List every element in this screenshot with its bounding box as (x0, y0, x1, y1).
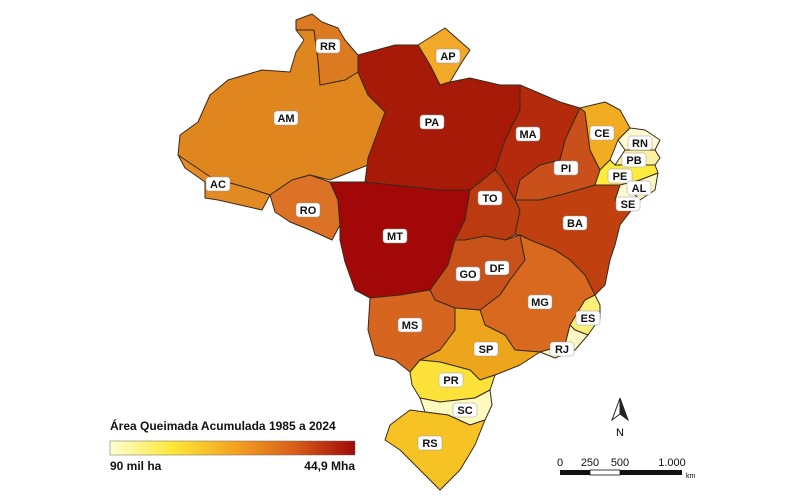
label-box (295, 202, 321, 218)
state-label: MA (519, 129, 536, 141)
state-label: PR (443, 375, 458, 387)
state-label: PI (561, 163, 571, 175)
state-label: CE (594, 128, 609, 140)
state-label: PE (613, 171, 628, 183)
scale-bar: 0 250 500 1.000 km (557, 457, 696, 480)
state-label: RO (300, 205, 317, 217)
state-label: SE (621, 199, 636, 211)
label-box (455, 266, 481, 282)
label-box (473, 341, 499, 357)
label-box (615, 196, 641, 212)
legend-max: 44,9 Mha (304, 459, 355, 473)
label-box (621, 152, 647, 168)
state-label: RN (632, 138, 648, 150)
label-box (397, 317, 423, 333)
state-label: ES (581, 313, 596, 325)
label-box (435, 48, 461, 64)
label-box (589, 125, 615, 141)
legend-title: Área Queimada Acumulada 1985 a 2024 (110, 418, 336, 433)
scale-unit: km (686, 473, 696, 480)
scale-tick: 250 (581, 457, 599, 469)
north-arrow: N (610, 397, 630, 439)
label-box (205, 176, 231, 192)
state-label: BA (567, 218, 583, 230)
label-box (315, 38, 341, 54)
label-box (477, 190, 503, 206)
state-label: PA (425, 117, 440, 129)
label-box (419, 114, 445, 130)
label-box (515, 126, 541, 142)
label-box (527, 294, 553, 310)
label-box (553, 160, 579, 176)
scale-tick: 1.000 (658, 457, 686, 469)
state-label: TO (482, 193, 498, 205)
state-label: MS (402, 320, 419, 332)
label-box (484, 260, 510, 276)
state-label: SP (479, 344, 494, 356)
state-label: MG (531, 297, 549, 309)
north-label: N (616, 427, 624, 439)
label-box (438, 372, 464, 388)
state-label: AC (210, 179, 226, 191)
state-label: MT (387, 231, 403, 243)
state-label: RJ (555, 344, 569, 356)
label-box (417, 435, 443, 451)
label-box (562, 215, 588, 231)
state-label: RS (422, 438, 437, 450)
label-box (626, 180, 652, 196)
scale-tick: 0 (557, 457, 563, 469)
state-label: RR (320, 41, 336, 53)
label-box (607, 168, 633, 184)
states (177, 13, 661, 491)
label-box (273, 110, 299, 126)
state-label: AP (440, 51, 455, 63)
state-label: AL (632, 183, 647, 195)
state-label: DF (490, 263, 505, 275)
state-label: PB (626, 155, 641, 167)
legend-min: 90 mil ha (110, 459, 162, 473)
state-label: SC (457, 405, 472, 417)
legend-gradient (109, 440, 356, 456)
label-box (627, 135, 653, 151)
label-box (452, 402, 478, 418)
state-label: AM (277, 113, 294, 125)
label-box (549, 341, 575, 357)
state-labels: AM AC RR AP PA RO MT MA PI TO CE RN PB PE AL SE BA GO DF MG… (205, 38, 653, 451)
label-box (575, 310, 601, 326)
scale-tick: 500 (611, 457, 629, 469)
label-box (382, 228, 408, 244)
state-label: GO (459, 269, 477, 281)
